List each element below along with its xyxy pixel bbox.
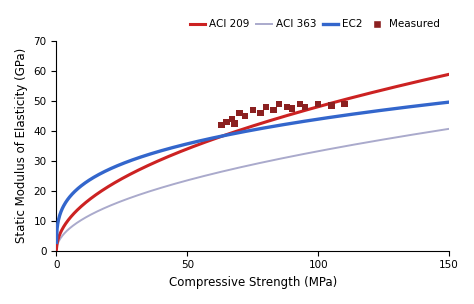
Point <box>288 106 296 111</box>
Point <box>241 113 249 118</box>
Point <box>275 102 283 106</box>
X-axis label: Compressive Strength (MPa): Compressive Strength (MPa) <box>169 276 337 289</box>
Point <box>270 107 277 112</box>
Point <box>296 102 304 106</box>
Point <box>283 104 291 109</box>
Point <box>262 104 270 109</box>
Point <box>314 102 322 106</box>
Legend: ACI 209, ACI 363, EC2, Measured: ACI 209, ACI 363, EC2, Measured <box>185 15 444 33</box>
Y-axis label: Static Modulus of Elasticity (GPa): Static Modulus of Elasticity (GPa) <box>15 48 28 244</box>
Point <box>257 110 264 115</box>
Point <box>223 119 230 124</box>
Point <box>236 110 244 115</box>
Point <box>228 116 236 121</box>
Point <box>249 107 256 112</box>
Point <box>301 104 309 109</box>
Point <box>218 123 225 127</box>
Point <box>341 102 348 106</box>
Point <box>231 121 238 126</box>
Point <box>328 103 335 108</box>
